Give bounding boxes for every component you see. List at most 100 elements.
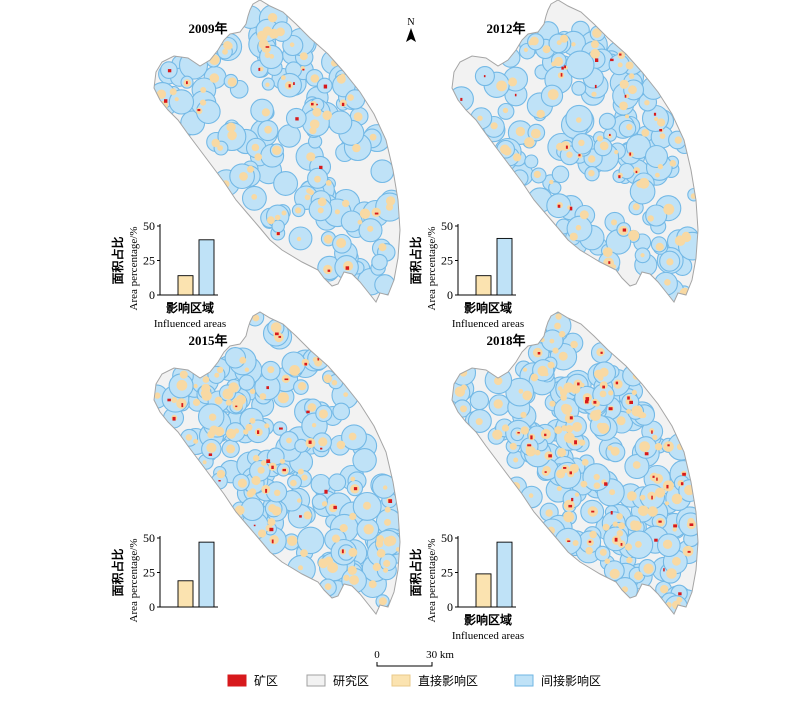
mine-area (537, 352, 541, 355)
mine-area (544, 471, 547, 473)
direct-zone (501, 424, 510, 432)
study-area-outline (451, 311, 699, 615)
mine-area (265, 46, 270, 48)
mine-area (218, 480, 221, 482)
direct-zone (612, 521, 618, 527)
direct-zone (655, 172, 660, 178)
direct-zone (349, 575, 359, 585)
mine-area (276, 232, 280, 236)
direct-zone (593, 473, 600, 481)
direct-zone (301, 358, 309, 367)
direct-zone (336, 238, 347, 248)
mine-area (561, 66, 564, 70)
direct-zone (574, 492, 580, 497)
direct-zone (662, 539, 673, 549)
mine-area (574, 440, 577, 445)
mine-area (327, 269, 331, 272)
direct-zone (227, 77, 237, 87)
direct-zone (156, 89, 167, 99)
direct-zone (239, 356, 247, 364)
x-axis-label-en: Influenced areas (154, 318, 226, 330)
mine-area (181, 403, 184, 408)
direct-zone (585, 546, 593, 555)
direct-zone (262, 26, 272, 36)
direct-zone (599, 367, 609, 377)
map-panel: 2012年 0 25 50 面积占比 Area percentage/% 影响区域 Influ… (408, 0, 699, 330)
mine-area (544, 433, 547, 437)
direct-zone (217, 145, 223, 151)
direct-zone (552, 347, 559, 354)
mine-area (341, 549, 344, 554)
mine-area (483, 75, 486, 78)
direct-zone (252, 454, 260, 462)
x-axis-label-en: Influenced areas (452, 630, 524, 642)
direct-zone (251, 194, 258, 200)
direct-zone (223, 41, 232, 50)
direct-zone (321, 501, 328, 507)
legend-swatch (514, 674, 534, 687)
direct-zone (311, 423, 317, 428)
direct-zone (304, 194, 311, 201)
mine-area (293, 82, 295, 85)
direct-zone (257, 466, 265, 474)
direct-zone (208, 413, 217, 421)
mine-area (320, 447, 323, 450)
direct-zone (216, 469, 226, 479)
direct-zone (193, 438, 199, 444)
direct-zone (513, 153, 522, 162)
mine-area (333, 505, 337, 510)
direct-zone (233, 428, 240, 434)
mine-area (651, 430, 653, 434)
direct-zone (560, 394, 567, 401)
direct-zone (270, 322, 282, 333)
direct-zone (343, 392, 349, 397)
indirect-zone (370, 159, 395, 184)
direct-zone (549, 400, 556, 407)
direct-zone (530, 128, 541, 139)
direct-zone (555, 313, 562, 320)
mine-area (659, 129, 663, 132)
direct-zone (599, 381, 608, 390)
direct-zone (342, 199, 350, 208)
direct-zone (534, 449, 541, 456)
direct-zone (331, 379, 338, 386)
direct-zone (359, 208, 371, 219)
direct-zone (657, 163, 664, 170)
bar-direct (475, 275, 492, 296)
direct-zone (569, 463, 579, 474)
direct-zone (383, 567, 389, 573)
direct-zone (549, 338, 555, 344)
direct-zone (234, 505, 245, 516)
direct-zone (602, 247, 613, 258)
direct-zone (314, 175, 321, 183)
mine-area (577, 382, 580, 386)
direct-zone (368, 580, 377, 589)
direct-zone (532, 373, 538, 379)
direct-zone (638, 177, 650, 189)
mine-area (388, 499, 393, 503)
mine-area (253, 524, 256, 527)
direct-zone (318, 409, 328, 419)
mine-area (629, 152, 632, 156)
mine-area (563, 467, 567, 469)
direct-zone (384, 506, 391, 513)
mine-area (673, 524, 677, 528)
direct-zone (306, 152, 316, 162)
mine-area (608, 407, 613, 411)
direct-zone (614, 150, 619, 155)
scale-bar-start: 0 (374, 649, 380, 661)
direct-zone (663, 441, 674, 452)
mine-area (278, 335, 282, 338)
direct-zone (211, 138, 220, 148)
direct-zone (553, 56, 564, 67)
mine-area (620, 543, 623, 546)
direct-zone (643, 563, 654, 574)
mine-area (527, 444, 532, 447)
direct-zone (226, 444, 236, 454)
mine-area (514, 93, 517, 97)
direct-zone (269, 54, 275, 59)
direct-zone (522, 390, 533, 401)
mine-area (295, 117, 299, 121)
direct-zone (493, 399, 503, 409)
